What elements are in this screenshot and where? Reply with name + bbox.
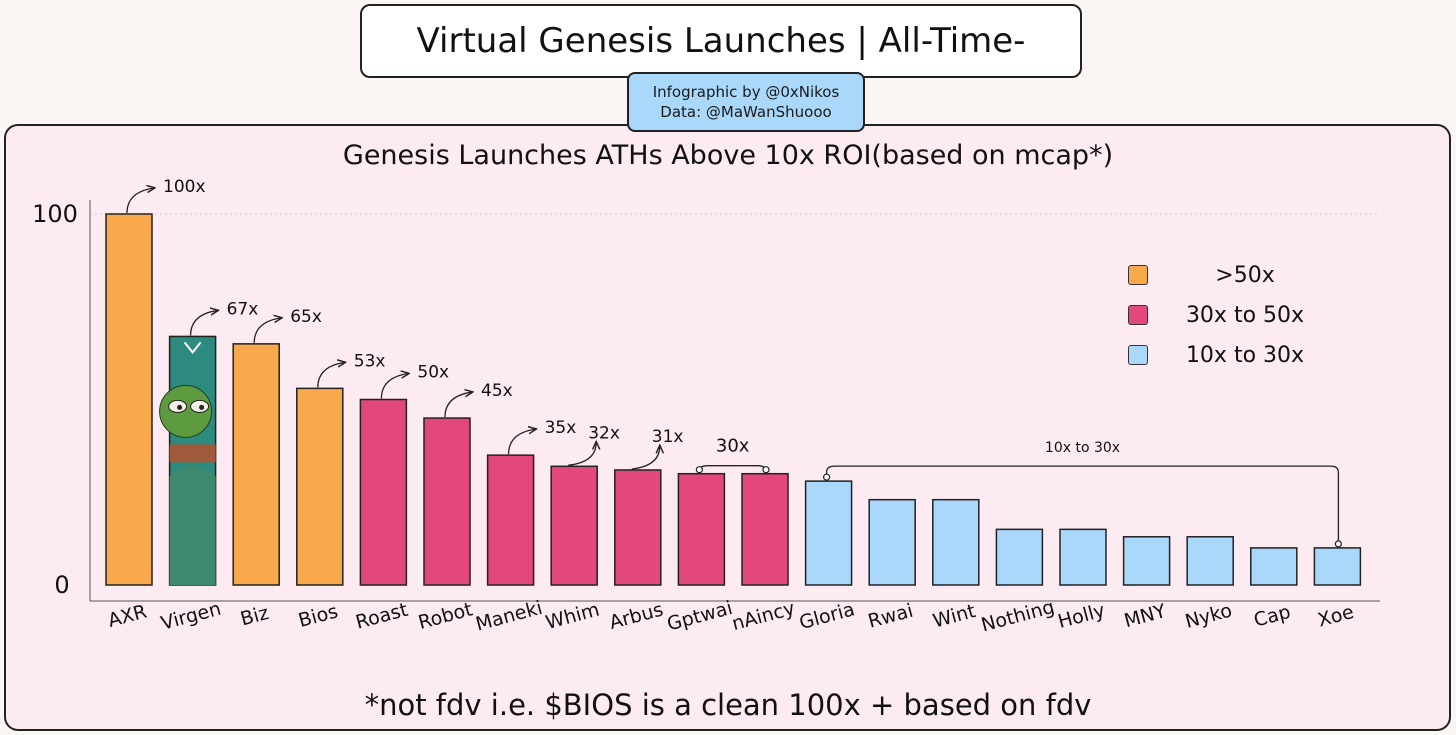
annotation-label-roast: 50x (417, 363, 449, 383)
bar-wint (932, 498, 980, 586)
bar-axr (105, 213, 153, 586)
frog-pupil-right (199, 404, 205, 410)
frog-mouth (169, 444, 216, 463)
annotation-label-maneki: 35x (545, 418, 577, 438)
bar-roast (359, 398, 408, 586)
bar-maneki (486, 454, 535, 586)
bar-gptwai (677, 472, 726, 586)
bracket-end-dot (822, 473, 831, 481)
x-tick-label-axr: AXR (106, 601, 150, 632)
x-tick-label-cap: Cap (1252, 601, 1293, 632)
bar-naincy (741, 472, 789, 586)
annotation-arrow (253, 318, 281, 343)
bracket-line (698, 465, 767, 472)
annotation-arrow (568, 442, 596, 466)
x-tick-label-bios: Bios (296, 600, 340, 632)
x-tick-label-xoe: Xoe (1315, 601, 1356, 632)
bar-mny (1122, 536, 1171, 586)
bar-cap (1250, 547, 1298, 586)
x-tick-label-wint: Wint (931, 600, 978, 632)
x-tick-label-gloria: Gloria (797, 598, 857, 634)
x-tick-label-naincy: nAincy (730, 597, 798, 635)
x-tick-label-maneki: Maneki (473, 597, 544, 636)
legend-swatch (1128, 305, 1148, 325)
x-tick-label-nyko: Nyko (1183, 599, 1235, 633)
x-tick-label-roast: Roast (353, 599, 410, 634)
legend-swatch (1128, 265, 1148, 285)
annotation-label-axr: 100x (163, 177, 206, 197)
frog-shirt (169, 466, 216, 585)
frog-pupil-left (177, 404, 183, 410)
bar-gloria (804, 480, 853, 586)
y-tick-label: 0 (54, 571, 69, 599)
bar-robot (423, 417, 471, 586)
credit-author: Infographic by @0xNikos (652, 82, 840, 101)
annotation-label-bios: 53x (354, 351, 386, 371)
bar-rwai (868, 498, 916, 586)
legend-item-10x-to-30x: 10x to 30x (1128, 335, 1320, 375)
footnote: *not fdv i.e. $BIOS is a clean 100x + ba… (364, 688, 1092, 722)
x-tick-label-rwai: Rwai (866, 600, 916, 633)
legend-label: >50x (1215, 262, 1275, 288)
bar-holly (1059, 528, 1107, 586)
x-tick-label-nothing: Nothing (979, 596, 1057, 637)
annotation-arrow (507, 429, 536, 455)
bracket-line (825, 465, 1340, 544)
annotation-arrow (444, 392, 472, 418)
annotation-label-biz: 65x (290, 307, 322, 327)
y-tick-label: 100 (32, 200, 78, 228)
v-logo-icon (183, 341, 202, 355)
bar-whim (550, 465, 598, 586)
legend-item-30x-to-50x: 30x to 50x (1128, 295, 1320, 335)
annotation-arrow (189, 310, 218, 336)
bar-biz (232, 343, 280, 586)
annotation-arrow (380, 374, 408, 399)
legend-label: 10x to 30x (1185, 342, 1305, 368)
bracket-label: 30x (716, 436, 750, 457)
x-tick-label-robot: Robot (416, 598, 475, 634)
bar-bios (296, 387, 344, 586)
x-tick-label-mny: MNY (1122, 600, 1169, 632)
bar-arbus (614, 469, 662, 586)
x-tick-label-gptwai: Gptwai (665, 597, 735, 636)
bracket-end-dot (695, 466, 704, 474)
bar-nyko (1186, 536, 1234, 586)
x-tick-label-arbus: Arbus (607, 598, 666, 633)
bar-xoe (1313, 547, 1362, 586)
annotation-label-robot: 45x (481, 381, 513, 401)
annotation-arrow (126, 188, 154, 214)
bracket-label: 10x to 30x (1045, 440, 1120, 456)
annotation-arrow (317, 362, 345, 388)
legend-label: 30x to 50x (1185, 302, 1305, 328)
page-title: Virtual Genesis Launches | All-Time- (360, 4, 1082, 78)
annotation-arrow (631, 446, 660, 470)
bracket-end-dot (1334, 540, 1343, 548)
credit-badge: Infographic by @0xNikos Data: @MaWanShuo… (627, 72, 865, 132)
annotation-label-virgen: 67x (227, 299, 259, 319)
credit-data-source: Data: @MaWanShuooo (660, 103, 832, 121)
chart-legend: >50x 30x to 50x 10x to 30x (1128, 255, 1320, 375)
annotation-label-arbus: 31x (652, 427, 684, 447)
x-tick-label-biz: Biz (238, 602, 271, 631)
legend-item-above-50x: >50x (1128, 255, 1320, 295)
x-tick-label-holly: Holly (1056, 599, 1108, 633)
bracket-end-dot (762, 466, 770, 474)
legend-swatch (1128, 345, 1148, 365)
x-tick-label-virgen: Virgen (159, 598, 224, 635)
chart-title: Genesis Launches ATHs Above 10x ROI(base… (342, 140, 1114, 171)
annotation-label-whim: 32x (588, 423, 620, 443)
pepe-frog-avatar-icon (159, 384, 213, 438)
bar-nothing (995, 528, 1044, 586)
x-tick-label-whim: Whim (543, 599, 601, 634)
